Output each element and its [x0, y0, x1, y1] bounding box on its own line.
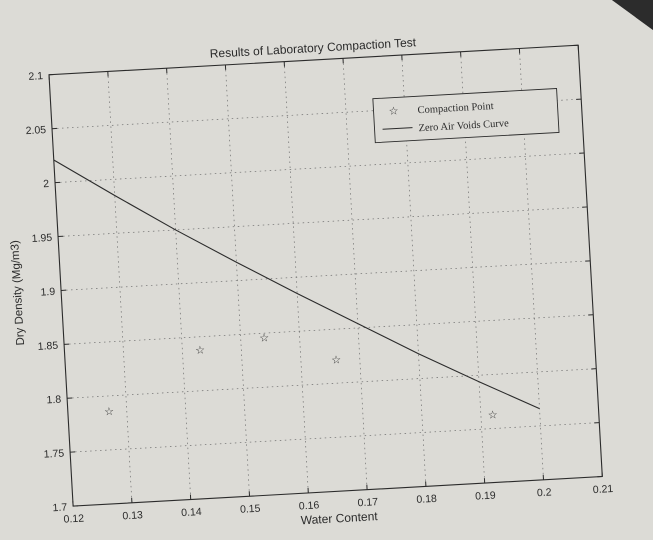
- legend: ☆ Compaction Point Zero Air Voids Curve: [372, 87, 560, 144]
- y-axis-label: Dry Density (Mg/m3): [9, 240, 27, 346]
- series-layer: ☆ ☆ ☆ ☆ ☆: [53, 159, 540, 422]
- x-tick-label: 0.18: [416, 493, 437, 506]
- legend-label-compaction-point: Compaction Point: [417, 101, 494, 116]
- legend-star-marker: ☆: [388, 105, 399, 118]
- x-grid-line: [225, 64, 250, 497]
- y-grid-line: [51, 98, 582, 130]
- x-tick-label: 0.15: [240, 503, 261, 516]
- grid-layer: [51, 48, 600, 503]
- compaction-point-marker: ☆: [331, 354, 342, 367]
- x-grid-line: [342, 58, 368, 490]
- y-grid-line: [58, 206, 588, 237]
- y-tick-label: 1.75: [43, 448, 64, 461]
- y-tick-label: 1.85: [37, 340, 58, 353]
- y-tick-label: 2: [43, 178, 50, 190]
- x-tick-label: 0.21: [592, 483, 613, 496]
- y-tick-label: 2.05: [25, 124, 46, 137]
- y-grid-line: [55, 152, 585, 183]
- y-grid-line: [64, 314, 594, 345]
- tick-layer: 0.12 0.13 0.14 0.15 0.16 0.17 0.18 0.19 0.2 0.21 1…: [25, 44, 614, 526]
- y-tick-label: 1.95: [31, 232, 52, 245]
- y-tick-label: 2.1: [28, 70, 43, 83]
- x-tick-label: 0.13: [122, 509, 143, 522]
- y-tick-label: 1.8: [46, 394, 61, 407]
- x-tick-label: 0.12: [63, 513, 84, 526]
- x-tick-label: 0.19: [475, 490, 496, 503]
- compaction-point-marker: ☆: [487, 409, 498, 422]
- zero-air-voids-curve: [53, 159, 540, 410]
- y-grid-line: [70, 422, 600, 453]
- plot-group: 0.12 0.13 0.14 0.15 0.16 0.17 0.18 0.19 0.2 0.21 1…: [9, 35, 614, 527]
- legend-box: [372, 87, 560, 144]
- x-tick-label: 0.14: [181, 506, 202, 519]
- x-tick-label: 0.17: [357, 496, 378, 509]
- legend-label-zero-air-voids: Zero Air Voids Curve: [418, 118, 509, 134]
- paper-shadow-edge: [612, 0, 653, 30]
- y-tick-label: 1.7: [52, 501, 67, 514]
- x-tick-label: 0.2: [537, 486, 552, 499]
- x-axis-label: Water Content: [300, 509, 378, 527]
- y-grid-line: [61, 260, 591, 291]
- compaction-point-marker: ☆: [195, 344, 206, 357]
- x-grid-line: [460, 51, 486, 484]
- x-grid-line: [166, 68, 192, 500]
- x-grid-line: [107, 71, 133, 503]
- y-grid-line: [67, 368, 597, 399]
- compaction-point-marker: ☆: [104, 406, 115, 419]
- legend-line-marker: [382, 127, 413, 130]
- x-tick-label: 0.16: [298, 499, 319, 512]
- compaction-point-marker: ☆: [259, 332, 270, 345]
- y-tick-label: 1.9: [40, 286, 55, 299]
- x-grid-line: [401, 55, 427, 487]
